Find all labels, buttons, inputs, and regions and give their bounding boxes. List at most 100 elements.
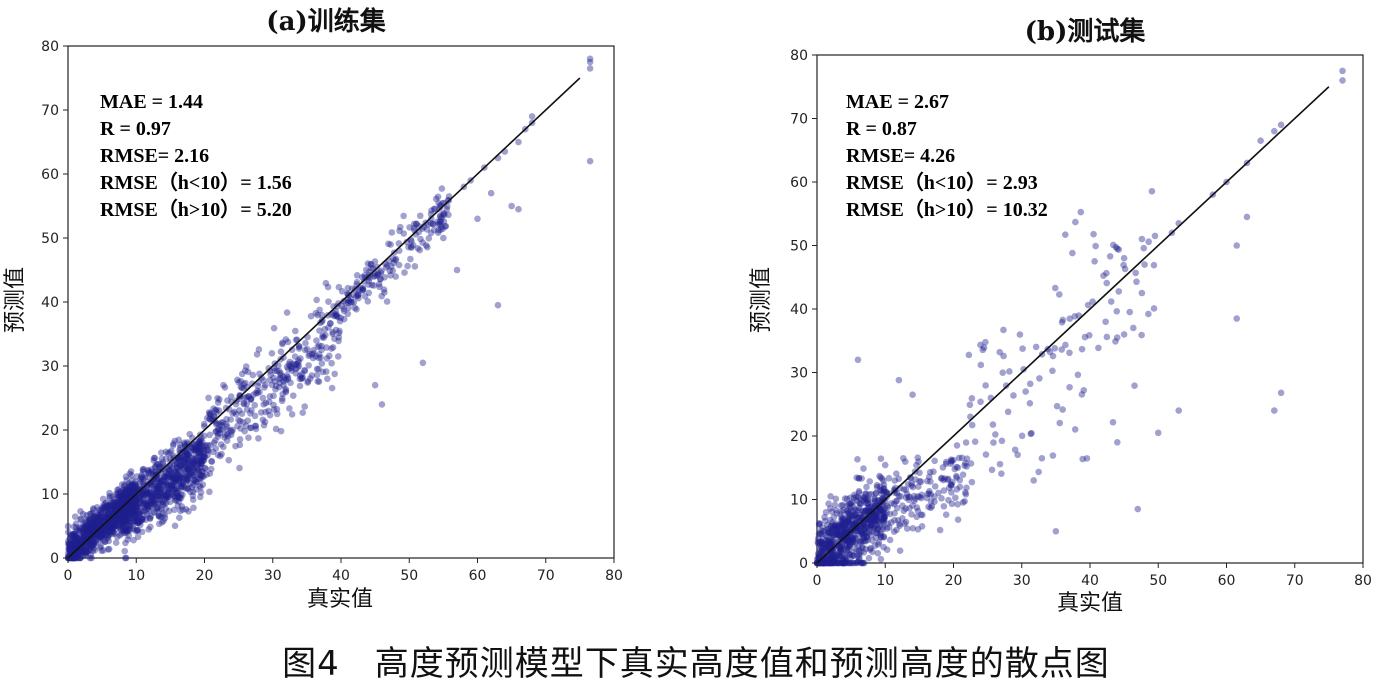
data-point <box>140 501 147 509</box>
data-point <box>69 554 77 562</box>
data-point <box>69 554 77 562</box>
data-point <box>152 488 160 496</box>
data-point <box>140 511 148 519</box>
data-point <box>81 549 88 556</box>
data-point <box>102 512 110 519</box>
data-point <box>909 391 916 399</box>
data-point <box>79 547 86 554</box>
data-point <box>90 542 97 549</box>
data-point <box>243 400 251 408</box>
data-point <box>240 400 248 408</box>
data-point <box>201 464 209 472</box>
data-point <box>124 505 132 513</box>
data-point <box>71 539 79 547</box>
data-point <box>305 352 313 360</box>
data-point <box>272 382 280 390</box>
data-point <box>150 485 158 493</box>
data-point <box>158 449 165 456</box>
data-point <box>1051 284 1059 292</box>
data-point <box>1233 315 1241 322</box>
data-point <box>155 487 162 494</box>
data-point <box>151 508 159 516</box>
data-point <box>110 523 118 531</box>
data-point <box>71 554 79 562</box>
data-point <box>88 527 95 535</box>
data-point <box>1131 382 1138 389</box>
data-point <box>405 243 412 251</box>
data-point <box>150 509 158 516</box>
data-point <box>125 483 132 491</box>
data-point <box>214 433 222 440</box>
data-point <box>90 506 97 513</box>
data-point <box>149 482 157 490</box>
data-point <box>88 543 95 550</box>
data-point <box>443 206 451 213</box>
data-point <box>1055 291 1063 298</box>
data-point <box>87 518 95 525</box>
data-point <box>184 460 192 468</box>
data-point <box>120 524 128 532</box>
data-point <box>120 517 128 525</box>
data-point <box>117 516 124 524</box>
data-point <box>98 530 106 538</box>
data-point <box>224 397 231 404</box>
data-point <box>121 496 128 503</box>
data-point <box>71 530 78 538</box>
data-point <box>152 490 159 497</box>
data-point <box>197 489 205 496</box>
data-point <box>213 409 220 416</box>
data-point <box>307 375 314 382</box>
data-point <box>70 536 78 544</box>
data-point <box>127 506 135 513</box>
data-point <box>68 536 76 544</box>
data-point <box>67 544 75 551</box>
data-point <box>70 554 78 562</box>
data-point <box>344 310 352 318</box>
data-point <box>166 488 173 496</box>
data-point <box>130 499 138 506</box>
data-point <box>234 376 241 384</box>
chart-title-b: (b)测试集 <box>1025 16 1147 47</box>
data-point <box>70 530 78 538</box>
data-point <box>127 494 134 502</box>
y-tick-label: 30 <box>41 359 59 375</box>
data-point <box>126 489 133 496</box>
data-point <box>151 499 159 507</box>
data-point <box>438 214 445 222</box>
data-point <box>72 538 79 546</box>
data-point <box>124 512 132 520</box>
data-point <box>124 516 131 523</box>
data-point <box>218 450 225 458</box>
data-point <box>119 515 127 523</box>
data-point <box>86 527 93 534</box>
y-tick-label: 20 <box>41 423 59 439</box>
data-point <box>134 517 141 525</box>
data-point <box>364 260 372 267</box>
data-point <box>114 491 122 499</box>
data-point <box>131 498 139 506</box>
data-point <box>171 506 178 514</box>
data-point <box>319 332 327 340</box>
data-point <box>284 374 292 381</box>
data-point <box>117 487 124 495</box>
data-point <box>863 483 870 491</box>
data-point <box>129 501 136 509</box>
data-point <box>76 554 84 562</box>
data-point <box>86 528 93 535</box>
data-point <box>122 494 130 502</box>
data-point <box>279 373 287 380</box>
data-point <box>107 527 115 534</box>
data-point <box>190 441 197 448</box>
data-point <box>205 409 213 416</box>
data-point <box>97 518 105 525</box>
data-point <box>247 396 255 404</box>
data-point <box>108 525 116 533</box>
data-point <box>122 525 130 532</box>
data-point <box>166 449 174 456</box>
data-point <box>129 487 137 494</box>
data-point <box>107 506 115 514</box>
data-point <box>194 447 201 454</box>
y-tick-label: 40 <box>790 302 808 318</box>
data-point <box>1150 305 1158 312</box>
data-point <box>304 345 311 353</box>
